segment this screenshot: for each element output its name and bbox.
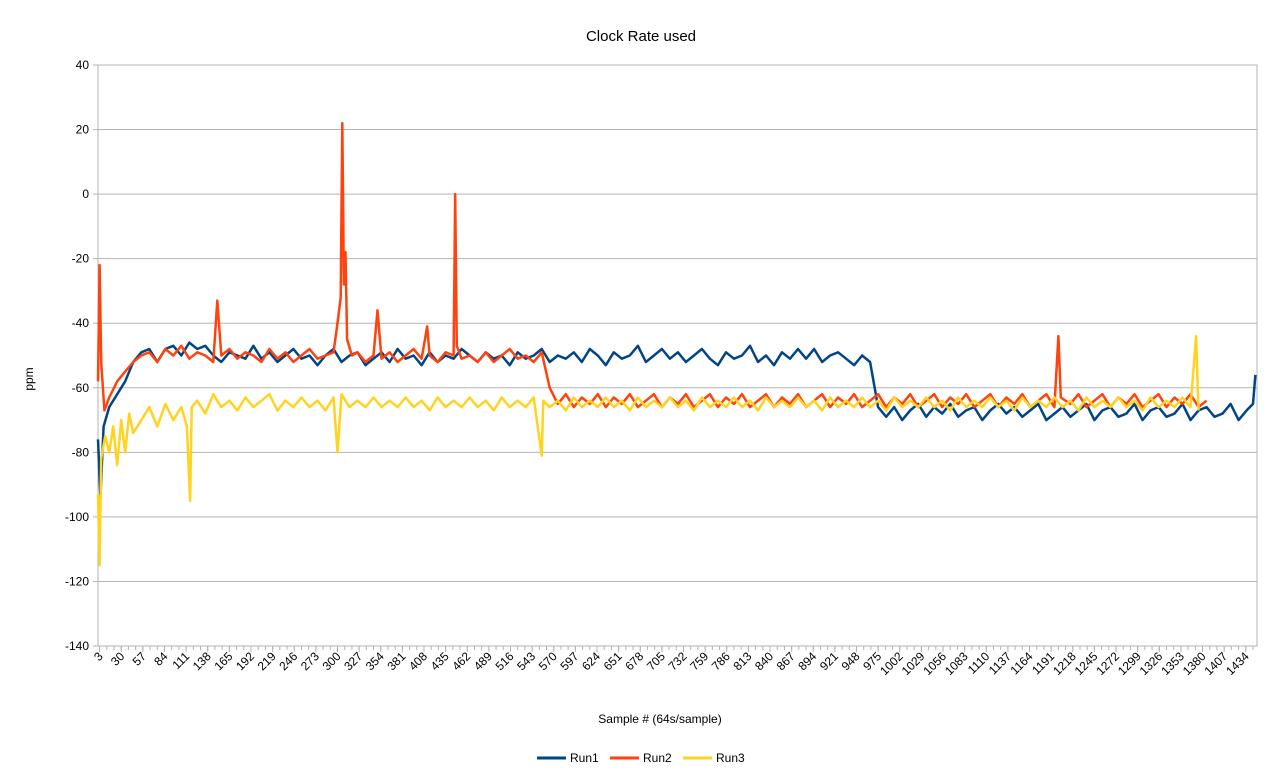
- y-tick-label: -20: [72, 252, 90, 266]
- x-tick-label: 462: [449, 649, 473, 673]
- x-tick-label: 1083: [942, 649, 971, 678]
- x-tick-label: 3: [91, 649, 106, 664]
- legend-label-run2: Run2: [643, 751, 672, 765]
- legend: Run1 Run2 Run3: [537, 751, 745, 765]
- y-tick-label: -120: [65, 574, 89, 588]
- x-tick-label: 813: [730, 649, 754, 673]
- x-tick-label: 867: [774, 649, 798, 673]
- x-tick-label: 1353: [1158, 649, 1187, 678]
- x-tick-label: 1164: [1007, 649, 1035, 677]
- x-tick-label: 138: [190, 649, 214, 673]
- y-tick-label: -40: [72, 316, 90, 330]
- x-tick-label: 1002: [877, 649, 906, 678]
- x-tick-label: 1110: [965, 649, 993, 677]
- x-tick-label: 516: [493, 649, 517, 673]
- x-tick-label: 1380: [1180, 649, 1209, 678]
- x-tick-label: 759: [687, 649, 711, 673]
- y-tick-label: 40: [76, 58, 90, 72]
- x-tick-label: 1029: [899, 649, 928, 678]
- x-tick-label: 30: [108, 649, 128, 669]
- x-tick-label: 786: [709, 649, 733, 673]
- x-tick-label: 408: [406, 649, 430, 673]
- x-tick-label: 165: [211, 649, 235, 673]
- y-tick-label: -60: [72, 381, 90, 395]
- x-tick-label: 840: [752, 649, 776, 673]
- x-tick-label: 111: [169, 649, 192, 672]
- y-tick-label: -100: [65, 510, 89, 524]
- x-tick-label: 732: [666, 649, 690, 673]
- x-tick-label: 300: [320, 649, 344, 673]
- x-tick-label: 354: [363, 649, 387, 673]
- x-tick-label: 1434: [1223, 649, 1252, 678]
- series-line-run2: [96, 121, 1208, 412]
- x-tick-label: 1056: [920, 649, 949, 678]
- x-tick-label: 327: [341, 649, 365, 673]
- x-tick-label: 1245: [1072, 649, 1101, 678]
- y-tick-label: 20: [76, 123, 90, 137]
- series-line-run1: [96, 341, 1257, 499]
- x-tick-label: 651: [601, 649, 625, 673]
- x-tick-label: 1272: [1093, 649, 1122, 678]
- x-tick-label: 1326: [1137, 649, 1166, 678]
- x-tick-label: 921: [817, 649, 841, 673]
- x-tick-label: 192: [233, 649, 257, 673]
- x-tick-label: 570: [536, 649, 560, 673]
- gridlines: [97, 64, 1258, 647]
- x-tick-label: 597: [557, 649, 581, 673]
- x-tick-label: 1407: [1202, 649, 1231, 678]
- series-line-run3: [96, 334, 1200, 567]
- x-tick-label: 705: [644, 649, 668, 673]
- x-tick-label: 1299: [1115, 649, 1144, 678]
- x-axis-ticks: 3 30 57 84111138165192219246273300327354381…: [91, 646, 1254, 678]
- y-axis-ticks: 40 20 0 -20 -40 -60 -80 -100 -120 -140: [65, 58, 98, 653]
- x-tick-label: 84: [151, 649, 171, 669]
- x-tick-label: 894: [795, 649, 819, 673]
- y-axis-title: ppm: [22, 367, 36, 390]
- x-tick-label: 624: [579, 649, 603, 673]
- x-tick-label: 435: [428, 649, 452, 673]
- x-tick-label: 219: [255, 649, 279, 673]
- x-tick-label: 543: [514, 649, 538, 673]
- x-tick-label: 273: [298, 649, 322, 673]
- x-tick-label: 57: [130, 649, 150, 669]
- x-axis-title: Sample # (64s/sample): [598, 712, 721, 726]
- legend-label-run1: Run1: [570, 751, 599, 765]
- y-tick-label: -140: [65, 639, 89, 653]
- x-tick-label: 1191: [1029, 649, 1057, 677]
- x-tick-label: 948: [839, 649, 863, 673]
- x-tick-label: 381: [384, 649, 408, 673]
- x-tick-label: 1218: [1050, 649, 1079, 678]
- x-tick-label: 678: [622, 649, 646, 673]
- series-lines: [96, 121, 1257, 567]
- legend-label-run3: Run3: [716, 751, 745, 765]
- y-tick-label: 0: [82, 187, 89, 201]
- y-tick-label: -80: [72, 445, 90, 459]
- x-tick-label: 246: [276, 649, 300, 673]
- x-tick-label: 1137: [986, 649, 1014, 677]
- x-tick-label: 489: [471, 649, 495, 673]
- chart-title: Clock Rate used: [586, 28, 696, 45]
